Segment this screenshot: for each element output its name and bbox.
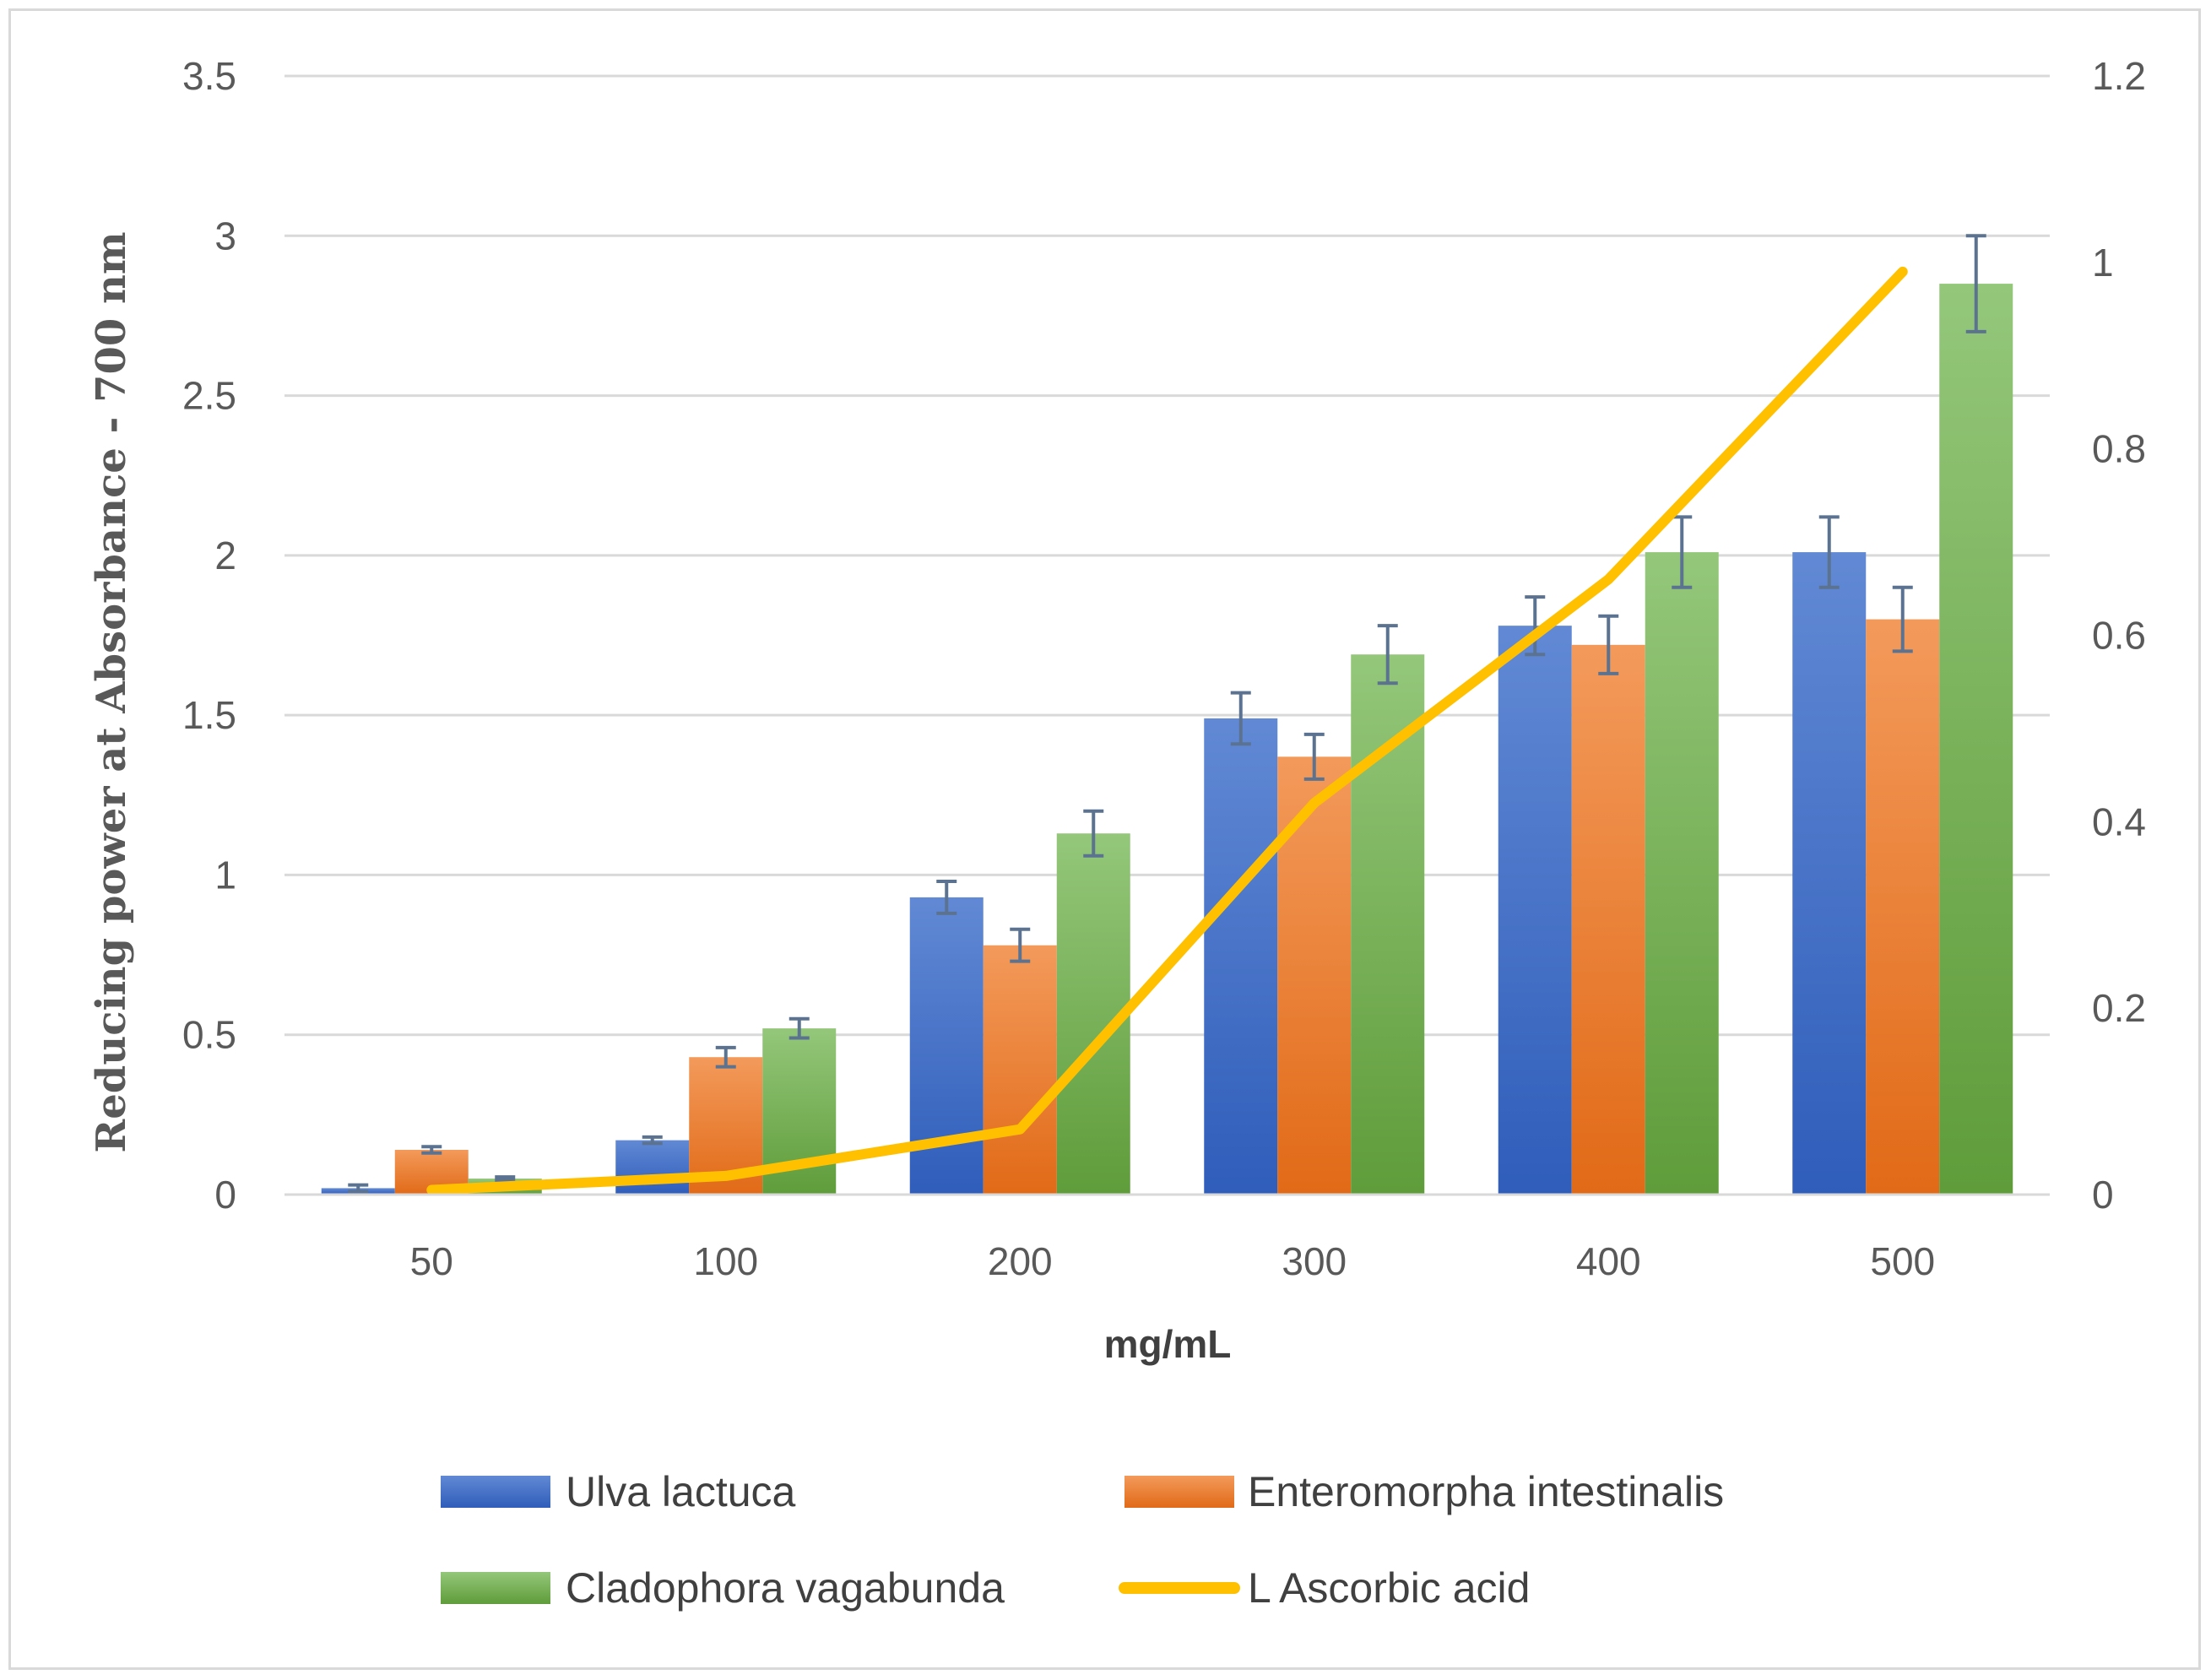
- bar: [1498, 626, 1572, 1195]
- legend-label-l-ascorbic-acid: L Ascorbic acid: [1248, 1564, 1530, 1612]
- bar: [1939, 284, 2013, 1195]
- bars: [321, 284, 2013, 1195]
- y-axis-title: Reducing power at Absorbance - 700 nm: [88, 231, 135, 1152]
- y-tick-label: 1.5: [182, 693, 236, 737]
- y2-tick-label: 0: [2092, 1173, 2114, 1217]
- y-tick-label: 2: [214, 534, 236, 577]
- y-tick-label: 1: [214, 853, 236, 897]
- bar: [1204, 718, 1278, 1195]
- line-l-ascorbic-acid: [426, 266, 1908, 1195]
- y2-tick-label: 0.4: [2092, 799, 2146, 843]
- legend-swatch-cladophora-vagabunda: [441, 1572, 550, 1604]
- legend-swatch-enteromorpha-intestinalis: [1124, 1476, 1234, 1508]
- y2-tick-label: 1: [2092, 241, 2114, 285]
- legend-label-ulva-lactuca: Ulva lactuca: [566, 1468, 796, 1515]
- legend: Ulva lactuca Enteromorpha intestinalis C…: [441, 1468, 1724, 1612]
- bar: [1351, 654, 1425, 1195]
- bar: [1277, 756, 1352, 1195]
- x-tick-label: 500: [1870, 1239, 1935, 1283]
- x-tick-label: 200: [988, 1239, 1053, 1283]
- y-tick-label: 3: [214, 214, 236, 257]
- y2-tick-label: 0.6: [2092, 614, 2146, 658]
- x-tick-label: 50: [410, 1239, 453, 1283]
- x-axis-title: mg/mL: [1104, 1322, 1232, 1366]
- legend-label-enteromorpha-intestinalis: Enteromorpha intestinalis: [1248, 1468, 1724, 1515]
- error-bars: [348, 234, 1986, 1194]
- y-tick-label: 0: [214, 1173, 236, 1217]
- line-series: [426, 266, 1908, 1195]
- bar: [1645, 552, 1719, 1195]
- axes: 0 0.5 1 1.5 2 2.5 3 3.5 0 0.2 0.4 0.6 0.8 1 1.2 50 100 20…: [182, 54, 2146, 1283]
- gridlines: [285, 74, 2050, 1037]
- y-tick-label: 3.5: [182, 54, 236, 98]
- legend-label-cladophora-vagabunda: Cladophora vagabunda: [566, 1564, 1005, 1612]
- bar: [615, 1140, 690, 1195]
- bar: [983, 945, 1057, 1195]
- x-tick-label: 300: [1282, 1239, 1347, 1283]
- x-tick-label: 100: [693, 1239, 758, 1283]
- legend-swatch-ulva-lactuca: [441, 1476, 550, 1508]
- y2-tick-label: 1.2: [2092, 54, 2146, 98]
- bar: [1792, 552, 1867, 1195]
- x-tick-label: 400: [1576, 1239, 1641, 1283]
- y-tick-label: 0.5: [182, 1013, 236, 1057]
- y2-tick-label: 0.2: [2092, 986, 2146, 1030]
- bar: [1866, 619, 1940, 1195]
- y2-tick-label: 0.8: [2092, 427, 2146, 471]
- bar: [1571, 644, 1645, 1195]
- y-tick-label: 2.5: [182, 374, 236, 418]
